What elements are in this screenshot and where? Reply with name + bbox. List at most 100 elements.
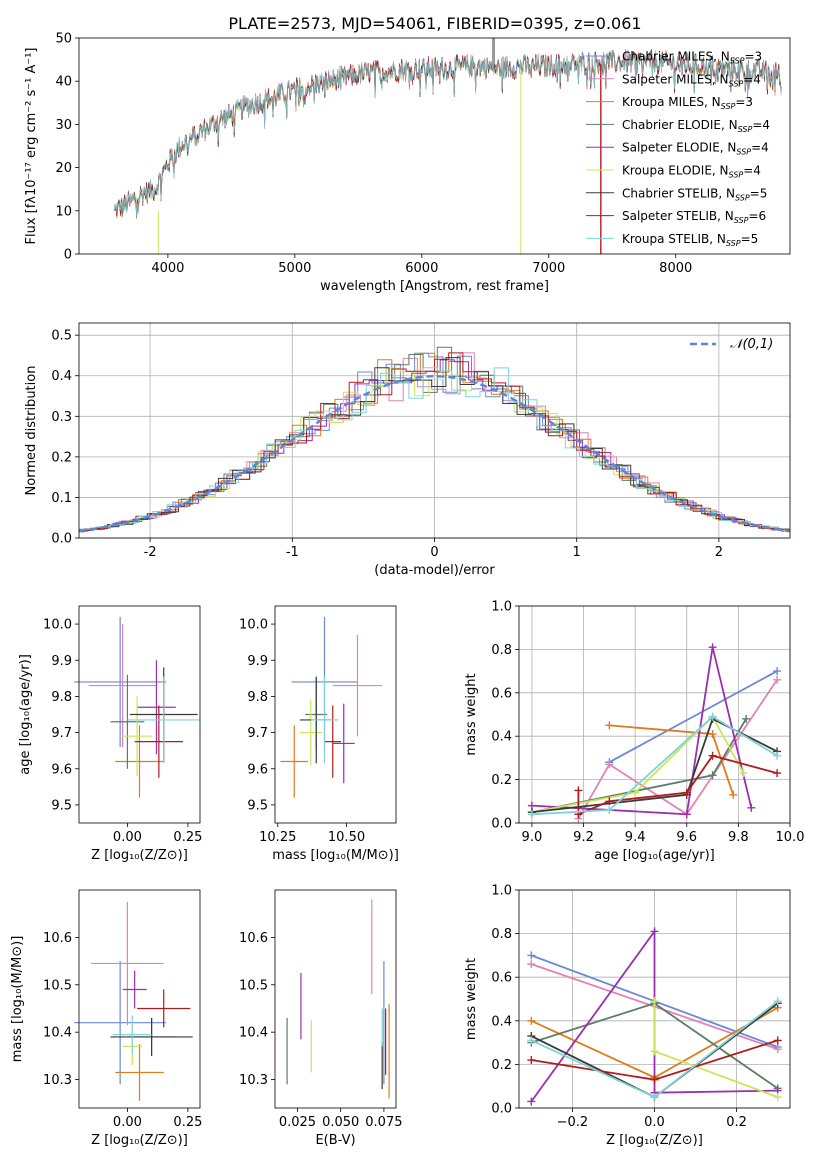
legend-label-suffix: =6 — [748, 209, 766, 223]
axes-frame — [274, 889, 397, 1109]
panel-mass_vs_ebv: 0.025 0.050 0.075 10.3 10.4 10.5 10.6 E(B-V) — [239, 889, 403, 1148]
x-tick-label: 9.0 — [522, 830, 543, 845]
x-tick-label: 9.8 — [728, 830, 749, 845]
y-axis-label: Normed distribution — [24, 366, 39, 496]
y-tick-label: 0.6 — [491, 686, 512, 701]
legend-label-sub: SSP — [726, 239, 741, 248]
axes-frame — [78, 605, 201, 824]
axes-frame — [518, 889, 791, 1109]
plus-marker — [773, 751, 782, 760]
plus-marker — [631, 788, 640, 797]
x-tick-label: -1 — [286, 545, 299, 560]
legend-label: Kroupa STELIB, NSSP=5 — [622, 232, 758, 248]
x-tick-label: 9.6 — [676, 830, 697, 845]
y-tick-label: 10.0 — [43, 618, 72, 633]
x-tick-label: 0.25 — [173, 830, 202, 845]
panel-residuals: -2 -1 0 1 2 0.0 0.1 0.2 0.3 0.4 0.5 (data-model)/er… — [24, 322, 791, 578]
plus-marker — [747, 803, 756, 812]
legend-label: Salpeter MILES, NSSP=4 — [622, 72, 761, 88]
y-axis-label: age [log₁₀(age/yr)] — [18, 654, 33, 775]
plus-marker — [773, 1036, 782, 1045]
y-tick-label: 0.0 — [491, 817, 512, 832]
legend-label-name: Salpeter STELIB, N — [622, 209, 734, 223]
y-tick-label: 10.4 — [43, 1026, 72, 1041]
y-tick-label: 9.5 — [51, 798, 72, 813]
x-axis-label: Z [log₁₀(Z/Z⊙)] — [606, 1133, 703, 1148]
y-tick-label: 9.9 — [247, 654, 268, 669]
plus-marker — [773, 769, 782, 778]
legend-label-suffix: =5 — [750, 186, 768, 200]
x-tick-label: 2 — [715, 545, 723, 560]
legend-label-name: Salpeter MILES, N — [622, 72, 729, 86]
y-tick-label: 10.6 — [239, 931, 268, 946]
legend-label: Chabrier STELIB, NSSP=5 — [622, 186, 767, 202]
x-tick-label: −0.2 — [557, 1115, 589, 1130]
legend-label-name: Chabrier ELODIE, N — [622, 118, 738, 132]
y-tick-label: 0.1 — [51, 491, 72, 506]
x-tick-label: 0 — [430, 545, 438, 560]
y-tick-label: 0.0 — [51, 532, 72, 547]
legend-label-name: Salpeter ELODIE, N — [622, 141, 736, 155]
legend-label-sub: SSP — [730, 57, 745, 66]
plus-marker — [650, 1047, 659, 1056]
axes-frame — [518, 605, 791, 824]
legend-label-suffix: =4 — [743, 164, 761, 178]
y-tick-label: 0.2 — [51, 450, 72, 465]
y-tick-label: 9.6 — [247, 762, 268, 777]
legend-label-name: Kroupa STELIB, N — [622, 232, 726, 246]
axes-frame — [78, 37, 791, 255]
plus-marker — [527, 1016, 536, 1025]
y-tick-label: 9.9 — [51, 654, 72, 669]
histograms — [79, 346, 790, 533]
x-axis-label: wavelength [Angstrom, rest frame] — [320, 279, 549, 294]
y-tick-label: 10 — [55, 204, 72, 219]
legend-label-sub: SSP — [735, 193, 750, 202]
y-tick-label: 1.0 — [491, 600, 512, 615]
y-tick-label: 0.4 — [51, 369, 72, 384]
mass-weight-line — [531, 715, 778, 816]
legend-label-name: Chabrier MILES, N — [622, 50, 730, 64]
legend-label-sub: SSP — [738, 125, 753, 134]
plus-marker — [773, 675, 782, 684]
plus-marker — [708, 643, 717, 652]
plus-marker — [708, 712, 717, 721]
y-tick-label: 20 — [55, 161, 72, 176]
y-axis-label: mass weight — [464, 673, 479, 755]
spectrum-data — [114, 38, 782, 254]
x-tick-label: 6000 — [405, 261, 438, 276]
y-tick-label: 10.6 — [43, 931, 72, 946]
plus-marker — [682, 810, 691, 819]
legend-label-suffix: =5 — [741, 232, 759, 246]
x-tick-label: 0.25 — [173, 1115, 202, 1130]
legend-label-suffix: =4 — [751, 141, 769, 155]
x-tick-label: 0.025 — [279, 1115, 316, 1130]
plus-marker — [650, 1075, 659, 1084]
plus-marker — [708, 730, 717, 739]
plus-marker — [773, 997, 782, 1006]
plus-marker — [605, 721, 614, 730]
gaussian-curve — [79, 374, 790, 533]
axes-frame — [274, 605, 397, 824]
legend-label: Kroupa MILES, NSSP=3 — [622, 95, 753, 111]
y-tick-label: 9.7 — [51, 726, 72, 741]
plus-marker — [650, 1093, 659, 1102]
legend-label: Chabrier MILES, NSSP=3 — [622, 50, 762, 66]
y-tick-label: 0.8 — [491, 643, 512, 658]
x-tick-label: 0.0 — [644, 1115, 665, 1130]
y-tick-label: 9.5 — [247, 798, 268, 813]
y-tick-label: 0.4 — [491, 1014, 512, 1029]
y-axis-label: mass weight — [464, 958, 479, 1040]
x-tick-label: 0.050 — [322, 1115, 359, 1130]
y-axis-label: Flux [fλ10⁻¹⁷ erg cm⁻² s⁻¹ A⁻¹] — [24, 48, 39, 245]
x-tick-label: 0.2 — [726, 1115, 747, 1130]
y-tick-label: 0.4 — [491, 730, 512, 745]
x-axis-label: Z [log₁₀(Z/Z⊙)] — [91, 1133, 188, 1148]
legend-label: 𝒩(0,1) — [730, 337, 773, 352]
legend-label: Salpeter STELIB, NSSP=6 — [622, 209, 766, 225]
legend-label-name: Kroupa MILES, N — [622, 95, 721, 109]
legend-label-sub: SSP — [721, 102, 736, 111]
legend-label: Chabrier ELODIE, NSSP=4 — [622, 118, 770, 134]
plus-marker — [682, 788, 691, 797]
